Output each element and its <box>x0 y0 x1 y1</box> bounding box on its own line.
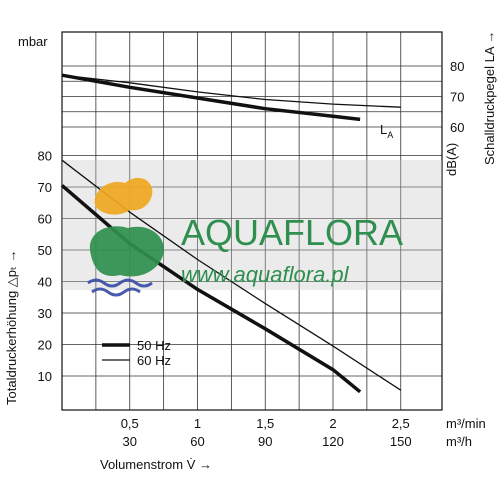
watermark-brand: AQUAFLORA <box>181 212 403 253</box>
pressure-tick-label: 30 <box>38 306 52 321</box>
la-curve-label: LA <box>380 122 393 140</box>
legend-label-50hz: 50 Hz <box>137 338 171 353</box>
pressure-tick-label: 20 <box>38 338 52 353</box>
x-tick-label-primary: 2 <box>329 416 336 431</box>
plot-frame <box>61 31 443 411</box>
sound-series-60hz <box>61 74 401 108</box>
x-tick-label-secondary: 150 <box>390 434 412 449</box>
sound-tick-label: 60 <box>450 120 464 135</box>
tick-labels: 0,5 30 1 60 1,5 90 2 120 2,5 150 10 20 30 40 50 60 70 80 6… <box>38 59 465 449</box>
top-unit-label: mbar <box>18 34 48 49</box>
legend-label-60hz: 60 Hz <box>137 353 171 368</box>
right-unit-label: dB(A) <box>444 143 459 176</box>
legend: 50 Hz 60 Hz <box>102 338 171 368</box>
watermark-frog-logo <box>87 177 164 297</box>
pressure-tick-label: 40 <box>38 275 52 290</box>
pressure-tick-label: 10 <box>38 369 52 384</box>
pressure-tick-label: 70 <box>38 180 52 195</box>
sound-tick-label: 70 <box>450 90 464 105</box>
x-unit-primary: m³/min <box>446 416 486 431</box>
sound-tick-label: 80 <box>450 59 464 74</box>
x-tick-label-primary: 1,5 <box>256 416 274 431</box>
right-axis-title: Schalldruckpegel LA → <box>482 31 497 165</box>
left-axis-title: Totaldruckerhöhung △pₜ → <box>4 250 19 405</box>
pressure-tick-label: 60 <box>38 212 52 227</box>
x-tick-label-primary: 0,5 <box>121 416 139 431</box>
sound-series-50hz <box>61 73 361 122</box>
x-tick-label-secondary: 120 <box>322 434 344 449</box>
watermark-url: www.aquaflora.pl <box>181 262 350 287</box>
pressure-tick-label: 50 <box>38 243 52 258</box>
x-tick-label-secondary: 30 <box>123 434 137 449</box>
x-tick-label-primary: 1 <box>194 416 201 431</box>
x-tick-label-secondary: 60 <box>190 434 204 449</box>
x-tick-label-secondary: 90 <box>258 434 272 449</box>
x-unit-secondary: m³/h <box>446 434 472 449</box>
x-axis-title: Volumenstrom V̇ → <box>100 457 212 472</box>
x-tick-label-primary: 2,5 <box>392 416 410 431</box>
pressure-tick-label: 80 <box>38 149 52 164</box>
